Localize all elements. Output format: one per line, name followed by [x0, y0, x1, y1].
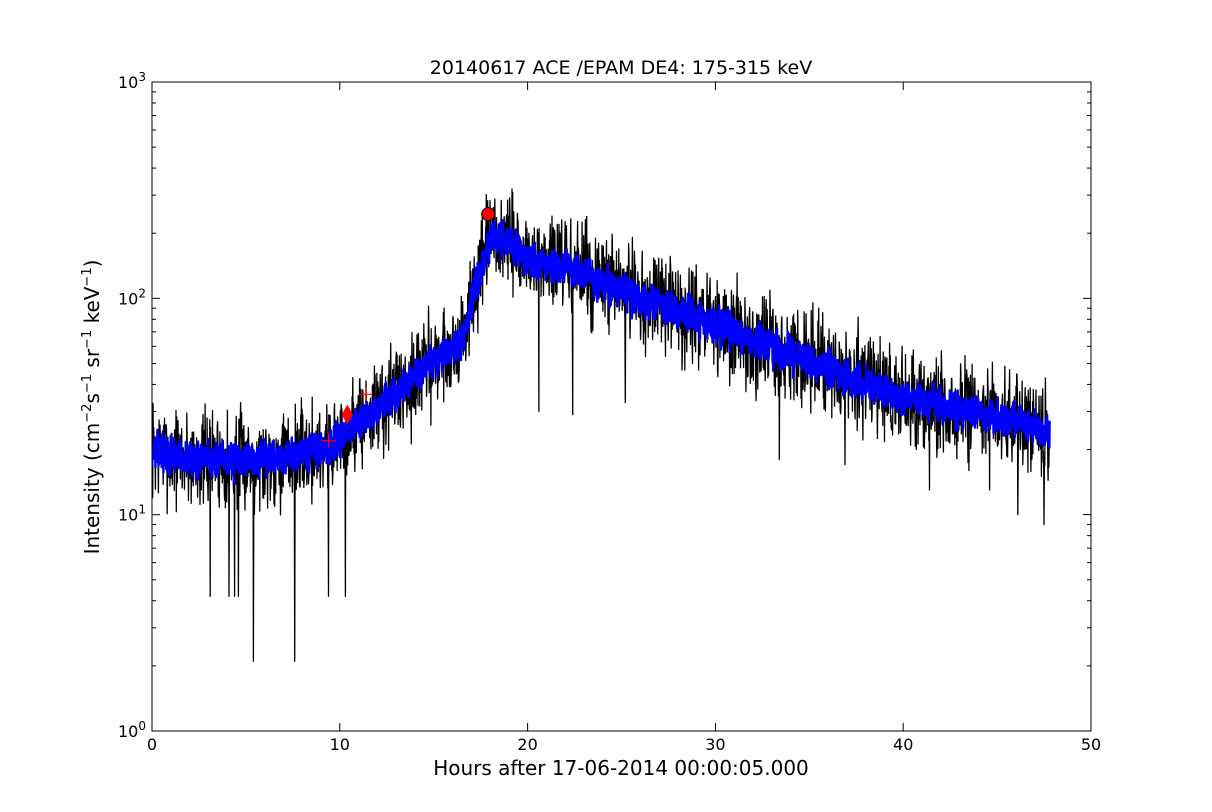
x-tick-label: 50 — [1081, 735, 1101, 754]
peak-marker — [481, 207, 496, 222]
plus-marker — [321, 433, 336, 448]
y-tick-label: 100 — [118, 719, 146, 741]
event-markers — [321, 207, 496, 448]
x-axis-label: Hours after 17-06-2014 00:00:05.000 — [433, 756, 809, 780]
x-tick-label: 20 — [517, 735, 537, 754]
x-axis: 0 10 20 30 40 50 — [147, 82, 1101, 754]
y-tick-label: 102 — [118, 286, 146, 308]
smoothed-intensity-series — [152, 219, 1051, 485]
onset-marker — [341, 404, 353, 425]
chart-title: 20140617 ACE /EPAM DE4: 175-315 keV — [430, 57, 812, 79]
plus-marker — [359, 387, 374, 402]
y-axis-label: Intensity (cm−2s−1 sr−1 keV−1) — [80, 260, 104, 555]
plot-frame — [151, 81, 1092, 732]
x-tick-label: 0 — [147, 735, 157, 754]
x-tick-label: 10 — [330, 735, 350, 754]
y-tick-label: 101 — [118, 503, 146, 525]
plot-area — [152, 188, 1051, 662]
x-tick-label: 40 — [893, 735, 913, 754]
y-axis: 100 101 102 103 — [118, 70, 1091, 741]
x-tick-label: 30 — [705, 735, 725, 754]
y-tick-label: 103 — [118, 70, 146, 92]
